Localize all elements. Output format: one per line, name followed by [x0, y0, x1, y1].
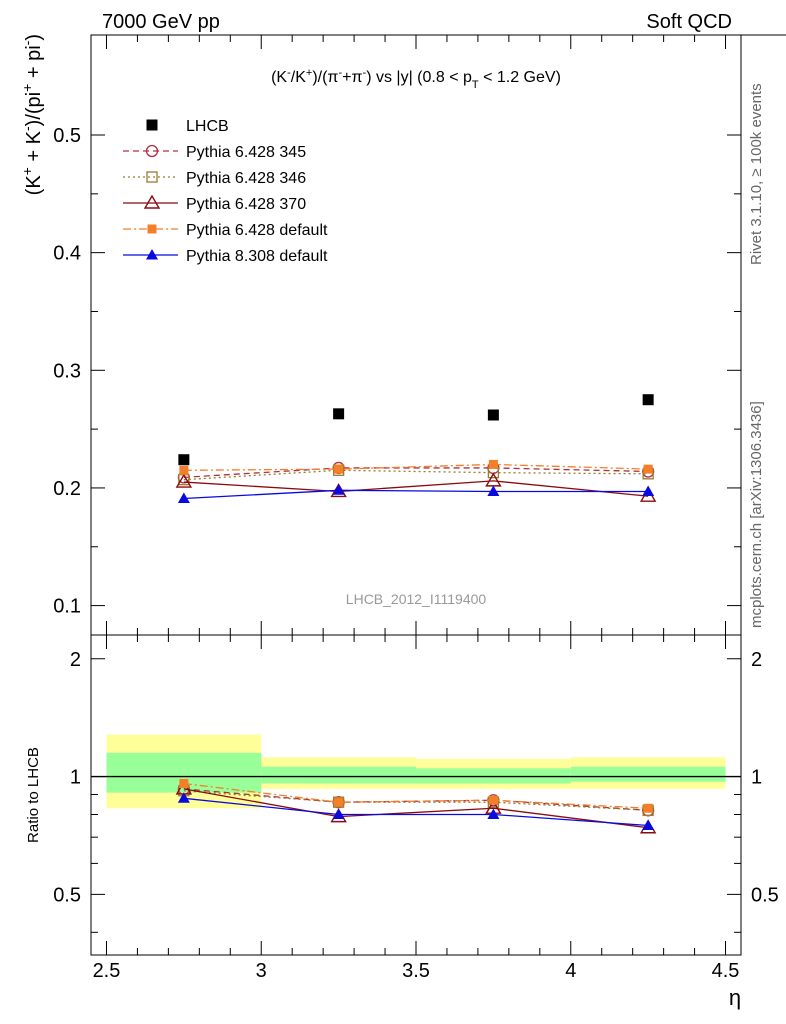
main-point-lhcb-2: [487, 409, 499, 421]
main-ytick-label-2: 0.3: [53, 360, 81, 382]
main-line-pythia-6-428-default: [183, 463, 649, 471]
main-point-pythia-6-428-370-0: [175, 473, 193, 488]
ratio-y-tick-labels: 0.5 0.5 1 1 2 2: [53, 649, 779, 907]
legend-marker-pythia-6-428-370: [143, 194, 161, 209]
main-line-pythia-6-428-345: [183, 467, 649, 479]
ratio-ytick-label-left-2: 2: [70, 649, 81, 671]
legend-item-pythia-6-428-370: Pythia 6.428 370: [123, 194, 306, 213]
ratio-ytick-label-right-2: 2: [751, 649, 762, 671]
ratio-point-pythia-8-308-default-0: [177, 792, 190, 803]
main-point-lhcb-1: [333, 408, 345, 420]
main-series-pythia-6-428-345: [177, 461, 655, 484]
main-panel: 0.1 0.2 0.3 0.4 0.5 (K-/K+)/(π-+π-) vs |y| (…: [19, 34, 786, 636]
analysis-watermark: LHCB_2012_I1119400: [346, 591, 487, 607]
ratio-point-pythia-6-428-default-1: [334, 797, 344, 807]
main-point-pythia-6-428-default-0: [179, 465, 189, 475]
ratio-panel: 0.5 0.5 1 1 2 2 2.5 3 3.5 4 4.5 Ratio to LHCB η: [25, 634, 779, 1010]
legend-label-lhcb: LHCB: [186, 118, 229, 135]
main-axis-ticks: [91, 35, 741, 635]
main-ytick-label-4: 0.5: [53, 125, 81, 147]
legend-item-lhcb: LHCB: [146, 118, 229, 135]
legend-item-pythia-6-428-345: Pythia 6.428 345: [123, 144, 306, 161]
main-series-lhcb: [178, 394, 654, 466]
ratio-line-pythia-8-308-default: [183, 797, 649, 827]
legend-marker-pythia-6-428-default: [147, 224, 157, 234]
ratio-series-pythia-8-308-default: [177, 792, 655, 830]
ratio-band-green-2: [416, 768, 571, 784]
ratio-series-pythia-6-428-default: [179, 779, 653, 813]
legend-item-pythia-8-308-default: Pythia 8.308 default: [123, 248, 328, 265]
main-series-pythia-6-428-370: [175, 472, 657, 502]
ratio-line-pythia-6-428-370: [183, 788, 649, 829]
main-point-pythia-6-428-default-3: [643, 464, 653, 474]
main-ytick-label-1: 0.2: [53, 478, 81, 500]
mcplots-label: mcplots.cern.ch [arXiv:1306.3436]: [748, 401, 765, 628]
legend-label-pythia-6-428-345: Pythia 6.428 345: [186, 144, 306, 161]
legend-label-pythia-6-428-default: Pythia 6.428 default: [186, 222, 328, 239]
xtick-label-1: 3: [256, 960, 267, 982]
legend-item-pythia-6-428-346: Pythia 6.428 346: [123, 170, 306, 187]
ratio-data-layer: [91, 734, 741, 834]
xtick-label-0: 2.5: [93, 960, 121, 982]
legend: LHCB Pythia 6.428 345 Pythia 6.428 346 Pyth…: [123, 118, 328, 265]
legend-marker-lhcb: [146, 119, 158, 131]
main-point-lhcb-3: [642, 394, 654, 406]
header-left-text: 7000 GeV pp: [102, 11, 220, 33]
main-series-pythia-8-308-default: [177, 484, 655, 504]
main-point-pythia-8-308-default-0: [177, 492, 190, 504]
ratio-axis-ticks: [91, 635, 741, 955]
main-line-pythia-8-308-default: [183, 489, 649, 500]
ratio-ytick-label-left-0: 0.5: [53, 884, 81, 906]
legend-marker-pythia-6-428-346: [146, 171, 158, 183]
ratio-y-axis-label: Ratio to LHCB: [25, 747, 42, 843]
ratio-line-pythia-6-428-345: [183, 788, 649, 811]
ratio-point-pythia-8-308-default-3: [642, 819, 655, 830]
main-point-lhcb-0: [178, 454, 190, 466]
x-tick-labels: 2.5 3 3.5 4 4.5: [93, 960, 740, 982]
main-data-layer: [175, 394, 657, 504]
main-y-tick-labels: 0.1 0.2 0.3 0.4 0.5: [53, 125, 81, 618]
main-line-pythia-6-428-346: [183, 469, 649, 481]
ratio-ytick-label-right-0: 0.5: [751, 884, 779, 906]
main-series-pythia-6-428-default: [179, 459, 653, 475]
xtick-label-3: 4: [565, 960, 576, 982]
x-axis-label: η: [729, 985, 741, 1010]
ratio-point-pythia-6-428-default-2: [488, 795, 498, 805]
xtick-label-2: 3.5: [402, 960, 430, 982]
ratio-point-pythia-8-308-default-1: [332, 808, 345, 819]
ratio-point-pythia-6-428-default-3: [643, 803, 653, 813]
main-y-axis-label: (K+ + K-)/(pi+ + pi-): [19, 34, 45, 195]
chart-title: (K-/K+)/(π-+π-) vs |y| (0.8 < pT < 1.2 G…: [271, 67, 561, 91]
main-point-pythia-6-428-default-2: [488, 459, 498, 469]
ratio-point-pythia-6-428-default-0: [179, 779, 189, 789]
main-line-pythia-6-428-370: [183, 480, 649, 497]
ratio-point-pythia-8-308-default-2: [487, 808, 500, 819]
ratio-ytick-label-left-1: 1: [70, 767, 81, 789]
legend-marker-pythia-6-428-345: [145, 144, 159, 158]
legend-label-pythia-8-308-default: Pythia 8.308 default: [186, 248, 328, 265]
main-ytick-label-3: 0.4: [53, 243, 81, 265]
main-point-pythia-8-308-default-1: [332, 484, 345, 495]
xtick-label-4: 4.5: [712, 960, 740, 982]
ratio-ytick-label-right-1: 1: [751, 767, 762, 789]
legend-marker-pythia-8-308-default: [146, 249, 158, 260]
ratio-line-pythia-6-428-default: [183, 782, 649, 809]
main-point-pythia-8-308-default-3: [642, 485, 655, 496]
ratio-band-green-3: [570, 766, 726, 782]
legend-label-pythia-6-428-370: Pythia 6.428 370: [186, 196, 306, 213]
main-point-pythia-8-308-default-2: [487, 485, 500, 496]
legend-label-pythia-6-428-346: Pythia 6.428 346: [186, 170, 306, 187]
main-ytick-label-0: 0.1: [53, 596, 81, 618]
rivet-label: Rivet 3.1.10, ≥ 100k events: [748, 83, 765, 265]
legend-item-pythia-6-428-default: Pythia 6.428 default: [123, 222, 328, 239]
ratio-band-green-1: [261, 766, 416, 784]
main-point-pythia-6-428-default-1: [334, 464, 344, 474]
header-right-text: Soft QCD: [646, 11, 732, 33]
